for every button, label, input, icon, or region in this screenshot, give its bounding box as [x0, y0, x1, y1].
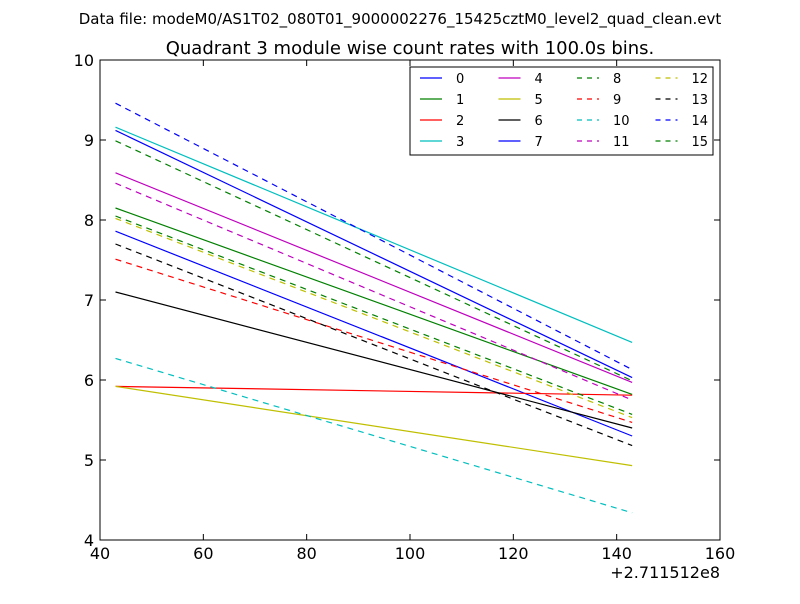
legend-label-3: 3 [456, 135, 464, 150]
y-tick-label: 7 [84, 291, 94, 310]
legend-label-13: 13 [692, 93, 709, 108]
series-line-7 [115, 129, 633, 379]
series-line-5 [115, 385, 633, 467]
legend-label-2: 2 [456, 114, 464, 129]
legend-label-0: 0 [456, 72, 464, 87]
y-tick-label: 10 [74, 51, 94, 70]
legend-label-9: 9 [613, 93, 621, 108]
x-tick-label: 140 [601, 544, 632, 563]
legend-label-8: 8 [613, 72, 621, 87]
legend-label-10: 10 [613, 114, 630, 129]
series-line-10 [115, 357, 633, 514]
legend-label-1: 1 [456, 93, 464, 108]
x-tick-label: 40 [90, 544, 110, 563]
series-line-15 [115, 140, 633, 382]
legend-label-12: 12 [692, 72, 709, 87]
legend-label-4: 4 [535, 72, 543, 87]
y-tick-label: 6 [84, 371, 94, 390]
legend-label-15: 15 [692, 135, 709, 150]
series-line-14 [115, 102, 633, 371]
series-line-2 [115, 385, 633, 396]
data-file-label: Data file: modeM0/AS1T02_080T01_90000022… [79, 10, 722, 29]
series-line-4 [115, 172, 633, 383]
x-tick-label: 60 [193, 544, 213, 563]
series-line-13 [115, 243, 633, 447]
plot-frame [99, 59, 721, 541]
legend-label-7: 7 [535, 135, 543, 150]
y-tick-label: 5 [84, 451, 94, 470]
legend-label-14: 14 [692, 114, 709, 129]
y-tick-label: 8 [84, 211, 94, 230]
x-tick-label: 100 [395, 544, 426, 563]
legend [409, 66, 714, 156]
x-offset-label: +2.711512e8 [610, 563, 720, 582]
series-line-12 [115, 217, 633, 419]
legend-label-11: 11 [613, 135, 630, 150]
series-line-11 [115, 182, 633, 401]
x-tick-label: 120 [498, 544, 529, 563]
series-line-3 [115, 126, 633, 343]
x-tick-label: 80 [296, 544, 316, 563]
series-line-0 [115, 230, 633, 437]
series-line-8 [115, 215, 633, 415]
series-line-6 [115, 291, 633, 429]
x-tick-label: 160 [705, 544, 736, 563]
chart-title: Quadrant 3 module wise count rates with … [166, 38, 655, 59]
y-tick-label: 9 [84, 131, 94, 150]
series-line-9 [115, 258, 633, 423]
legend-label-6: 6 [535, 114, 543, 129]
y-tick-label: 4 [84, 531, 94, 550]
legend-label-5: 5 [535, 93, 543, 108]
